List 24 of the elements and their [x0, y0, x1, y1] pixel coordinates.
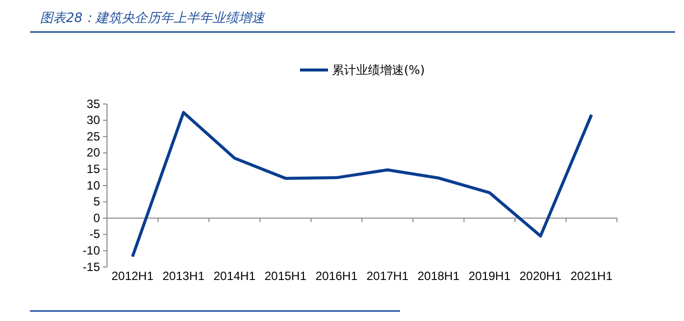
- x-tick-label: 2016H1: [315, 268, 358, 283]
- x-tick-label: 2015H1: [264, 268, 307, 283]
- y-tick-label: -15: [82, 260, 100, 274]
- y-tick-label: 25: [86, 129, 100, 144]
- x-tick-label: 2012H1: [111, 268, 154, 283]
- x-tick-label: 2018H1: [417, 268, 460, 283]
- x-tick-label: 2021H1: [570, 268, 613, 283]
- y-tick-label: -5: [89, 227, 100, 242]
- x-tick-label: 2020H1: [519, 268, 562, 283]
- x-tick-label: 2013H1: [162, 268, 205, 283]
- y-tick-label: 15: [86, 162, 100, 176]
- y-tick-label: 20: [86, 146, 100, 160]
- y-tick-label: 0: [93, 210, 100, 225]
- line-series: [131, 110, 593, 258]
- y-tick-label: 10: [86, 178, 100, 192]
- y-tick-label: 30: [86, 113, 100, 128]
- x-tick-label: 2017H1: [366, 268, 409, 283]
- y-tick-label: -10: [82, 244, 100, 258]
- chart-title: 图表28：建筑央企历年上半年业绩增速: [40, 11, 266, 26]
- x-tick-label: 2014H1: [213, 268, 256, 283]
- y-tick-label: 35: [86, 96, 100, 111]
- y-tick-label: 5: [93, 194, 100, 209]
- legend-label: 累计业绩增速(%): [332, 63, 425, 77]
- x-tick-label: 2019H1: [468, 268, 511, 283]
